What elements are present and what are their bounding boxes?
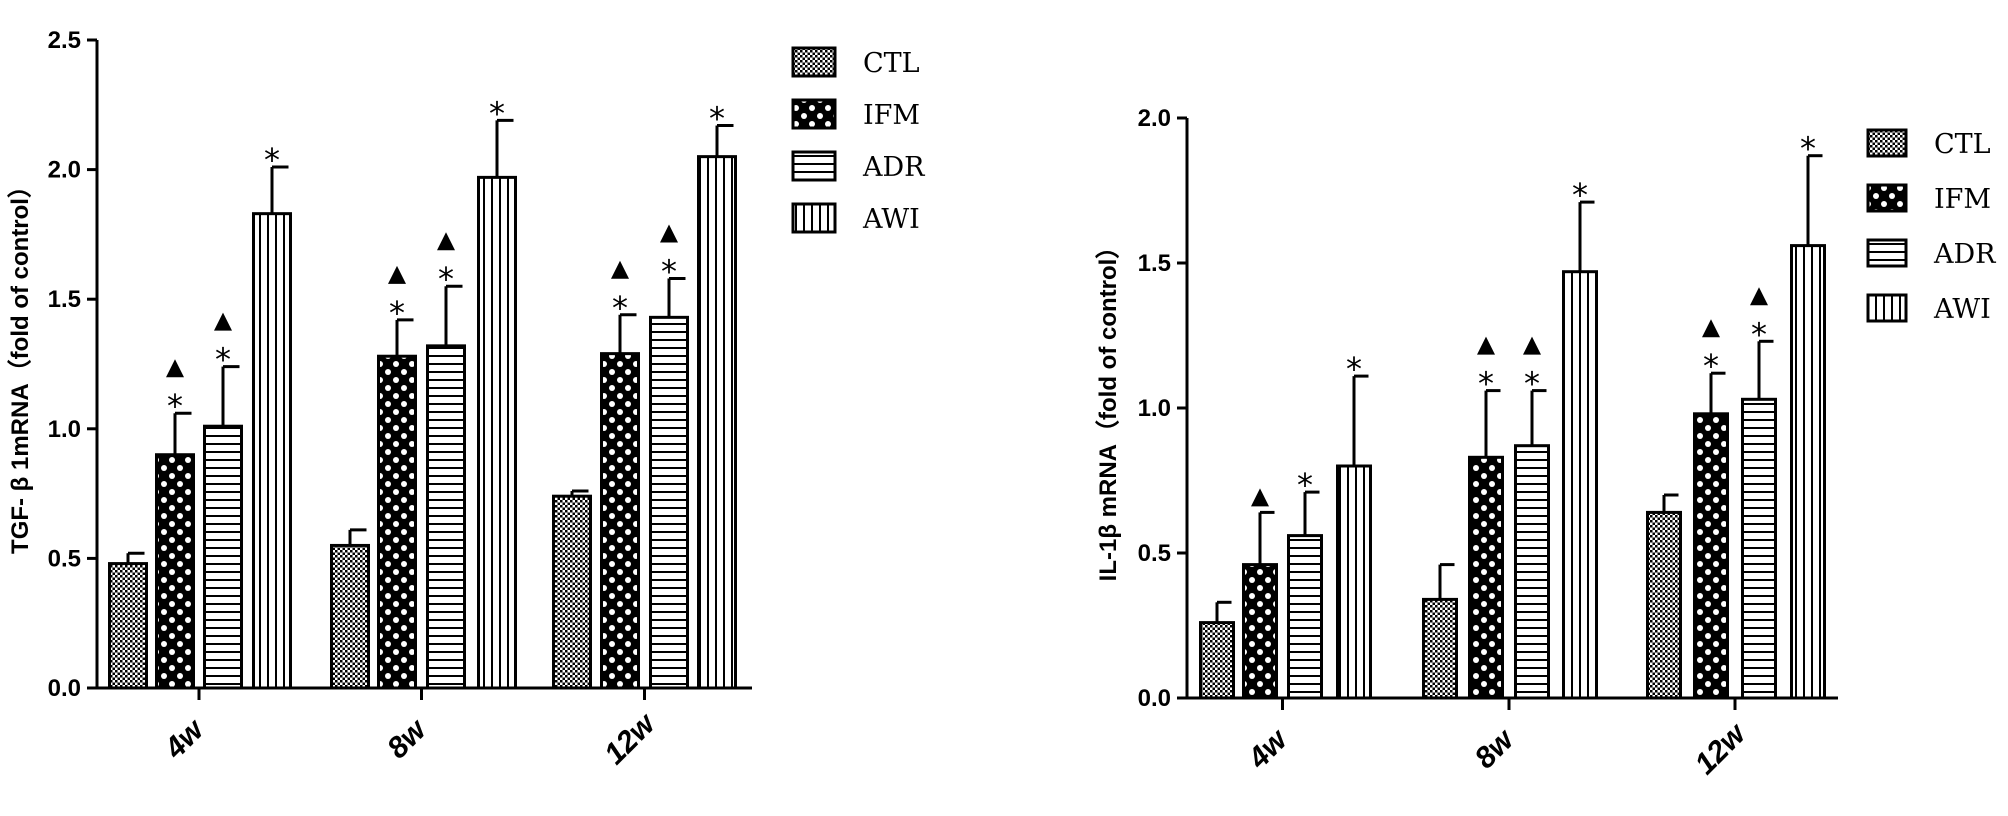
bar-ifm-12w (600, 352, 640, 690)
significance-star: * (612, 289, 628, 327)
significance-star: * (489, 94, 505, 132)
x-tick-label: 8w (381, 712, 434, 765)
x-tick-label: 12w (598, 706, 663, 771)
significance-triangle (388, 265, 406, 284)
legend-label: AWI (862, 204, 920, 235)
x-tick-label: 12w (1689, 716, 1754, 781)
y-tick-label: 0.0 (1138, 685, 1171, 712)
bar-adr-12w (649, 315, 689, 690)
significance-star: * (1297, 466, 1313, 504)
y-tick-label: 1.5 (1138, 250, 1171, 277)
significance-star: * (1703, 347, 1719, 385)
legend-swatch-adr (1866, 238, 1908, 268)
significance-triangle (1750, 287, 1768, 306)
bar-awi-4w (1336, 464, 1372, 700)
bar-ctl-12w (552, 494, 592, 690)
bar-adr-12w (1741, 397, 1777, 700)
y-tick-label: 1.0 (1138, 395, 1171, 422)
bar-adr-4w (203, 424, 243, 690)
legend-swatch-adr (791, 150, 837, 182)
significance-star: * (1800, 130, 1816, 168)
bar-ifm-4w (1242, 563, 1278, 700)
significance-star: * (389, 294, 405, 332)
bar-awi-8w (477, 175, 517, 690)
significance-triangle (1702, 319, 1720, 338)
significance-triangle (660, 224, 678, 243)
significance-star: * (709, 100, 725, 138)
y-axis-title: TGF- β 1mRNA（fold of control） (7, 174, 34, 554)
y-tick-label: 1.0 (48, 416, 81, 443)
y-axis-title: IL-1β mRNA（fold of control） (1095, 235, 1122, 582)
legend-swatch-awi (791, 202, 837, 234)
chart-left: 0.0 0.5 1.0 1.5 2.0 2.5 TGF- β 1mRNA（fold of c… (7, 27, 925, 771)
bar-ifm-12w (1693, 412, 1729, 700)
significance-star: * (1572, 176, 1588, 214)
significance-star: * (215, 341, 231, 379)
significance-triangle (1251, 488, 1269, 507)
bar-ctl-4w (1199, 621, 1235, 700)
y-tick-label: 0.0 (48, 675, 81, 702)
bar-ctl-4w (108, 562, 148, 690)
significance-triangle (611, 260, 629, 279)
y-tick-label: 0.5 (1138, 540, 1171, 567)
x-tick-label: 8w (1468, 722, 1521, 775)
significance-triangle (166, 359, 184, 378)
bar-adr-8w (1514, 444, 1550, 700)
legend-label: IFM (1934, 184, 1991, 215)
bar-ifm-8w (377, 354, 417, 690)
chart-right: 0.0 0.5 1.0 1.5 2.0 IL-1β mRNA（fold of contro… (1095, 105, 1996, 781)
x-tick-label: 4w (1241, 722, 1295, 776)
legend-swatch-ifm (1866, 183, 1908, 213)
bar-ctl-12w (1646, 510, 1682, 700)
y-tick-label: 2.0 (1138, 105, 1171, 132)
legend-label: CTL (863, 48, 920, 79)
legend-label: ADR (1933, 239, 1996, 270)
bar-adr-4w (1287, 534, 1323, 700)
bar-awi-12w (697, 155, 737, 690)
legend-label: CTL (1934, 129, 1991, 160)
significance-star: * (1478, 365, 1494, 403)
x-tick-label: 4w (158, 712, 212, 766)
y-tick-label: 2.0 (48, 157, 81, 184)
bar-awi-8w (1562, 270, 1598, 700)
significance-triangle (1477, 336, 1495, 355)
y-tick-label: 0.5 (48, 545, 81, 572)
significance-star: * (438, 260, 454, 298)
bar-ifm-8w (1468, 455, 1504, 700)
legend-swatch-awi (1866, 293, 1908, 323)
significance-triangle (214, 312, 232, 331)
bar-adr-8w (426, 344, 466, 690)
legend-label: ADR (862, 152, 925, 183)
bar-ctl-8w (330, 543, 370, 690)
legend-swatch-ifm (791, 98, 837, 130)
y-tick-label: 1.5 (48, 286, 81, 313)
bar-awi-4w (252, 212, 292, 690)
bar-ifm-4w (155, 453, 195, 690)
significance-star: * (264, 141, 280, 179)
bar-awi-12w (1790, 244, 1826, 700)
bar-ctl-8w (1422, 597, 1458, 700)
significance-star: * (661, 252, 677, 290)
significance-triangle (437, 232, 455, 251)
significance-triangle (1523, 336, 1541, 355)
significance-star: * (1346, 350, 1362, 388)
legend-label: AWI (1933, 294, 1991, 325)
legend-swatch-ctl (791, 46, 837, 78)
legend-label: IFM (863, 100, 920, 131)
legend-swatch-ctl (1866, 128, 1908, 158)
significance-star: * (167, 387, 183, 425)
significance-star: * (1524, 365, 1540, 403)
y-tick-label: 2.5 (48, 27, 81, 54)
significance-star: * (1751, 315, 1767, 353)
